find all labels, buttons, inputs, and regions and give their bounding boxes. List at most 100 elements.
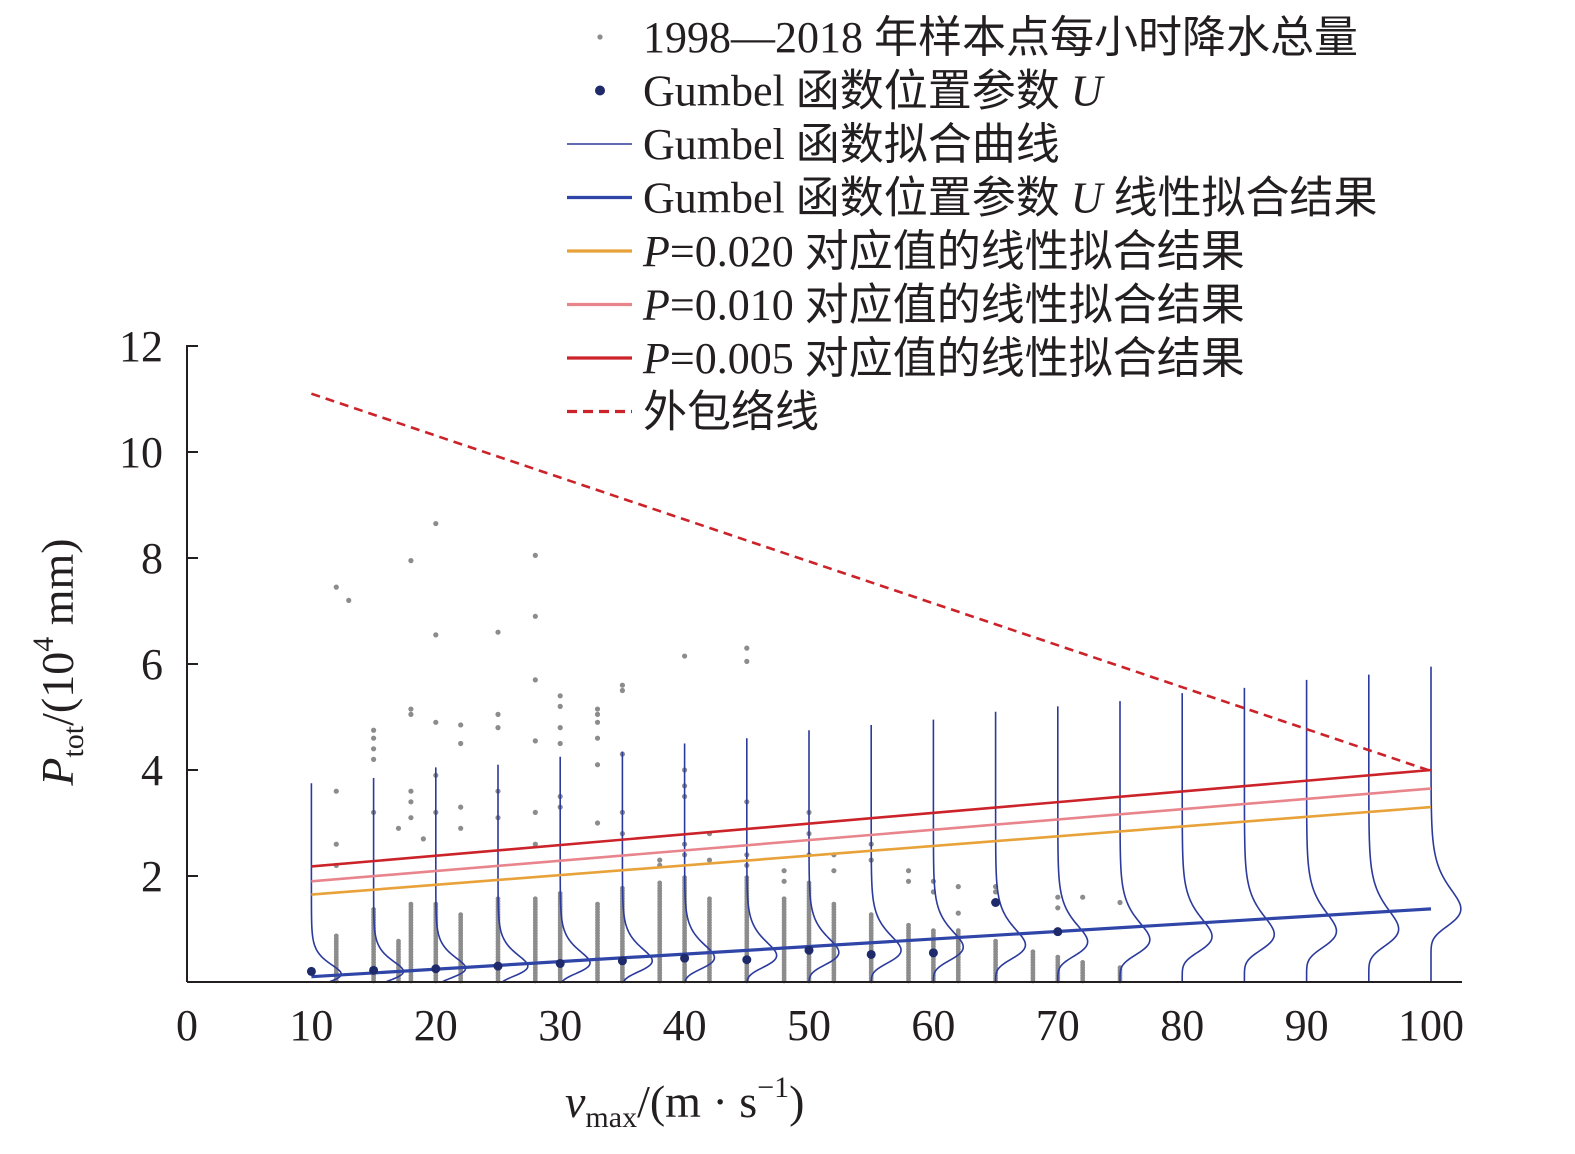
location-u-point (1053, 927, 1063, 937)
x-tick-label: 30 (538, 1001, 582, 1050)
location-u-point (493, 961, 503, 971)
tick-labels: 0 10 20 30 40 50 60 70 80 90 100 2 4 6 8 10 12 (119, 322, 1464, 1050)
y-tick-label: 2 (141, 852, 163, 901)
sample-point (495, 629, 501, 635)
sample-point (955, 928, 961, 933)
gumbel-fit-curve (497, 764, 529, 983)
svg-text:Ptot/(104 mm): Ptot/(104 mm) (27, 538, 90, 786)
sample-point (657, 880, 663, 886)
sample-point (905, 868, 912, 874)
location-u-point (369, 965, 379, 975)
sample-point (781, 896, 787, 902)
sample-point (532, 809, 538, 816)
x-tick-label: 60 (911, 1001, 955, 1050)
sample-point (1055, 954, 1061, 960)
sample-point (557, 693, 563, 699)
gumbel-fit-curve (994, 711, 1027, 983)
sample-point (458, 912, 464, 918)
legend-label-samples: 1998—2018 年样本点每小时降水总量 (643, 13, 1358, 62)
x-tick-label: 0 (176, 1001, 198, 1050)
sample-point (333, 933, 339, 939)
sample-points-layer (333, 520, 1123, 984)
sample-point (458, 804, 464, 810)
legend-marker-samples (597, 34, 603, 40)
sample-point (532, 841, 538, 847)
x-label-rest: /(m · s (637, 1076, 757, 1127)
sample-point (495, 711, 501, 717)
gumbel-fit-curve (1305, 679, 1338, 982)
sample-point (495, 725, 501, 731)
location-u-point (431, 964, 441, 974)
sample-point (433, 719, 439, 725)
sample-point (371, 746, 377, 752)
y-tick-label: 4 (141, 746, 163, 795)
sample-point (906, 922, 911, 928)
envelope-line (310, 392, 1432, 773)
sample-point (1080, 959, 1086, 965)
sample-point (371, 756, 377, 763)
sample-point (594, 711, 601, 717)
gumbel-fit-curve (559, 756, 591, 983)
sample-point (619, 682, 626, 688)
location-u-point (742, 955, 752, 965)
sample-point (408, 799, 414, 805)
x-tick-label: 10 (289, 1001, 333, 1050)
sample-point (557, 740, 563, 747)
sample-point (433, 520, 439, 527)
gumbel-fit-curve (435, 767, 467, 983)
gumbel-fit-curve (1181, 693, 1213, 982)
sample-point (682, 653, 688, 659)
sample-point (408, 558, 414, 564)
location-u-point (555, 958, 565, 968)
legend-label-p020: P=0.020 对应值的线性拟合结果 (642, 227, 1245, 276)
legend-label-p010: P=0.010 对应值的线性拟合结果 (642, 281, 1245, 330)
sample-point (1055, 894, 1061, 900)
sample-point (993, 938, 998, 944)
x-tick-label: 80 (1160, 1001, 1204, 1050)
location-u-point (617, 956, 627, 966)
y-label-close: mm) (32, 538, 83, 636)
location-u-point (804, 945, 814, 955)
x-tick-label: 100 (1398, 1001, 1464, 1050)
x-tick-label: 50 (787, 1001, 831, 1050)
location-u-points-layer (306, 898, 1063, 976)
sample-point (744, 658, 750, 664)
fit-lines-layer (310, 392, 1432, 979)
x-label-main: v (565, 1076, 586, 1127)
location-u-point (866, 949, 876, 959)
y-label-sup: 4 (27, 637, 60, 652)
location-u-point (928, 948, 938, 958)
sample-point (395, 825, 402, 831)
axes (186, 345, 1462, 983)
sample-point (408, 706, 414, 712)
gumbel-fit-curve (1368, 674, 1400, 982)
gumbel-fit-curve (1430, 666, 1462, 982)
location-u-point (306, 966, 316, 976)
gumbel-fit-curve (870, 724, 902, 983)
sample-point (532, 552, 538, 558)
svg-text:vmax/(m · s−1): vmax/(m · s−1) (565, 1071, 804, 1134)
gumbel-curves-layer (310, 666, 1462, 983)
sample-point (396, 938, 401, 944)
sample-point (458, 825, 464, 831)
sample-point (594, 735, 601, 741)
x-label-sub: max (585, 1101, 637, 1134)
y-label-sub: tot (57, 725, 90, 757)
sample-point (371, 735, 377, 741)
sample-point (905, 878, 912, 884)
sample-point (333, 841, 339, 847)
x-tick-label: 20 (414, 1001, 458, 1050)
y-tick-label: 8 (141, 534, 163, 583)
sample-point (1055, 905, 1061, 911)
location-u-point (680, 953, 690, 963)
y-axis-label: Ptot/(104 mm) (27, 538, 90, 786)
location-u-point (991, 898, 1001, 907)
gumbel-fit-curve (1243, 687, 1276, 982)
sample-point (557, 725, 563, 731)
legend-label-envelope: 外包络线 (643, 388, 819, 437)
sample-point (408, 711, 414, 717)
sample-point (333, 584, 339, 590)
legend-label-gumbel-curve: Gumbel 函数拟合曲线 (643, 120, 1060, 169)
sample-point (594, 762, 601, 768)
